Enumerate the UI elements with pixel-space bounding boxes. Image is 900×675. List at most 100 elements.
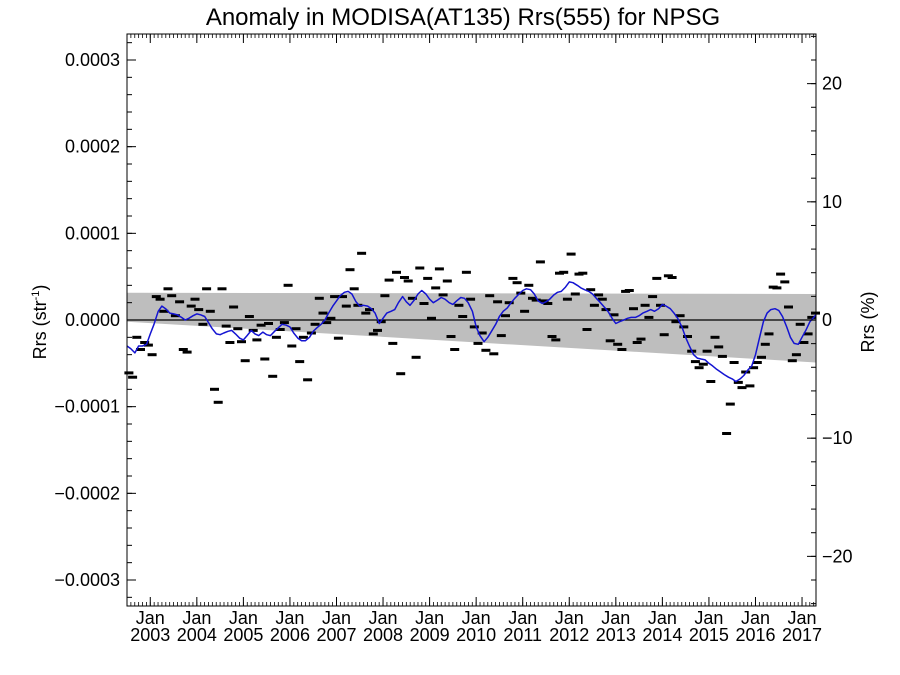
y-tick-label: 0.0000 [65, 310, 120, 330]
y-tick-label: 0.0001 [65, 223, 120, 243]
anomaly-marker [210, 387, 219, 391]
x-tick-label-month: Jan [788, 608, 817, 628]
anomaly-marker [368, 332, 378, 336]
anomaly-marker [322, 321, 332, 325]
anomaly-marker [333, 336, 343, 340]
anomaly-marker [461, 270, 471, 274]
anomaly-marker [671, 320, 681, 324]
anomaly-marker [535, 260, 545, 264]
anomaly-marker [679, 325, 689, 329]
anomaly-marker [202, 287, 212, 291]
x-tick-label-year: 2009 [410, 625, 450, 645]
anomaly-marker [392, 270, 401, 274]
anomaly-marker [589, 303, 599, 307]
anomaly-marker [702, 349, 712, 353]
anomaly-marker [155, 297, 165, 301]
anomaly-marker [275, 328, 285, 331]
anomaly-marker [496, 334, 506, 338]
anomaly-marker [477, 331, 487, 335]
anomaly-marker [271, 335, 281, 339]
anomaly-marker [508, 276, 518, 280]
chart-title: Anomaly in MODISA(AT135) Rrs(555) for NP… [206, 4, 720, 31]
anomaly-marker [349, 287, 359, 291]
x-tick-label-year: 2011 [503, 625, 542, 645]
x-tick-label-month: Jan [322, 608, 351, 628]
anomaly-marker [624, 289, 634, 292]
anomaly-marker [551, 338, 561, 342]
anomaly-marker [617, 348, 627, 351]
anomaly-marker [803, 332, 813, 336]
anomaly-marker [407, 296, 417, 300]
anomaly-marker [446, 335, 456, 338]
anomaly-marker [132, 335, 142, 339]
anomaly-marker [240, 359, 250, 363]
y-axis-label-superscript: -1 [30, 291, 42, 301]
anomaly-marker [594, 293, 604, 297]
anomaly-marker [710, 335, 720, 339]
anomaly-marker [283, 283, 293, 287]
x-tick-label-month: Jan [275, 608, 304, 628]
anomaly-marker [143, 343, 153, 347]
anomaly-marker [373, 328, 382, 332]
anomaly-marker [167, 294, 177, 298]
anomaly-marker [737, 386, 747, 390]
x-tick-label-month: Jan [601, 608, 630, 628]
anomaly-marker [656, 303, 665, 307]
anomaly-marker [757, 355, 766, 359]
anomaly-marker [586, 288, 596, 292]
anomaly-marker [205, 309, 215, 313]
anomaly-marker [303, 378, 313, 382]
anomaly-marker [675, 314, 685, 318]
anomaly-marker [547, 335, 557, 338]
anomaly-marker [776, 272, 786, 276]
anomaly-marker [357, 251, 367, 255]
y-right-tick-label: 0 [822, 310, 832, 330]
x-tick-label-year: 2003 [130, 625, 170, 645]
anomaly-marker [314, 296, 324, 300]
anomaly-marker [729, 361, 739, 364]
anomaly-marker [807, 315, 817, 319]
anomaly-marker [147, 353, 157, 357]
anomaly-marker [256, 323, 266, 327]
anomaly-marker [384, 278, 394, 282]
anomaly-marker [683, 335, 692, 338]
anomaly-marker [764, 332, 774, 336]
anomaly-marker [659, 333, 669, 337]
x-tick-label-month: Jan [741, 608, 770, 628]
anomaly-marker [632, 341, 642, 344]
anomaly-marker [434, 267, 444, 271]
anomaly-marker [291, 327, 301, 331]
y-right-tick-label: −20 [822, 546, 853, 566]
x-tick-label-month: Jan [136, 608, 165, 628]
anomaly-marker [787, 359, 797, 363]
anomaly-markers [124, 251, 820, 435]
anomaly-marker [388, 341, 398, 345]
anomaly-marker [151, 295, 161, 299]
anomaly-marker [725, 402, 735, 406]
anomaly-marker [361, 311, 371, 315]
anomaly-marker [341, 304, 351, 308]
anomaly-marker [194, 308, 204, 312]
x-tick-label-year: 2010 [456, 625, 496, 645]
y-axis-label-close: ) [30, 285, 50, 291]
axis-ticks: 0.0003 0.0002 0.0001 0.0000 −0.0001 −0.0002 −0… [54, 34, 853, 645]
anomaly-marker [780, 280, 790, 284]
anomaly-marker [419, 302, 429, 305]
anomaly-marker [772, 286, 782, 290]
anomaly-marker [403, 279, 413, 283]
x-tick-label-year: 2006 [270, 625, 310, 645]
y-right-tick-label: −10 [822, 428, 853, 448]
anomaly-marker [175, 300, 185, 304]
anomaly-marker [667, 276, 677, 279]
anomaly-marker [562, 297, 572, 301]
anomaly-marker [570, 292, 580, 296]
y-tick-label: 0.0002 [65, 137, 120, 157]
anomaly-marker [140, 341, 150, 344]
anomaly-marker [714, 345, 724, 349]
anomaly-marker [698, 362, 708, 366]
anomaly-marker [124, 371, 134, 375]
anomaly-marker [380, 294, 390, 298]
anomaly-marker [791, 353, 801, 357]
x-tick-label-year: 2012 [549, 625, 589, 645]
